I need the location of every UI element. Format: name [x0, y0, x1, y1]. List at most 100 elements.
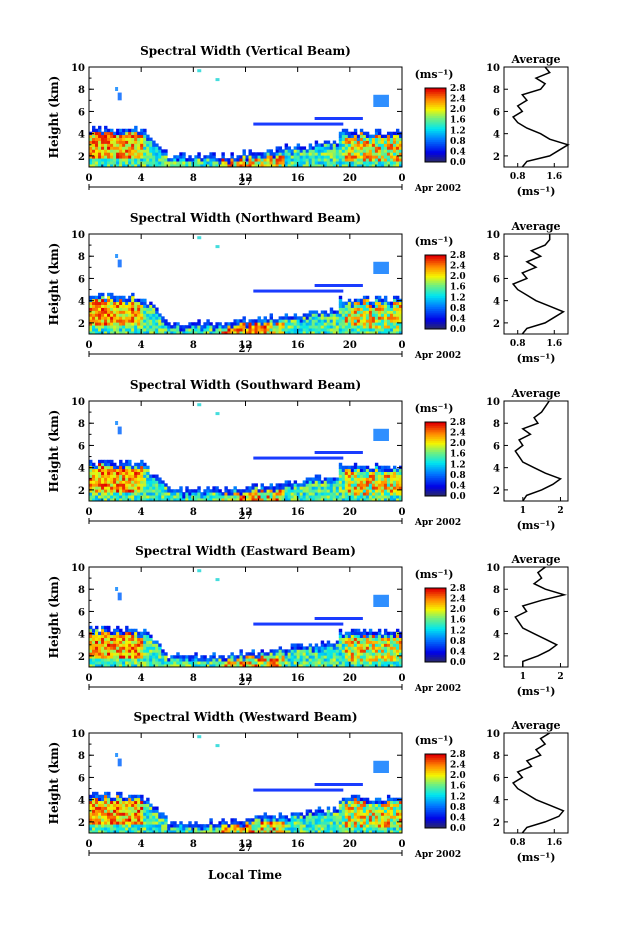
heatmap-cell [125, 807, 128, 810]
heatmap-cell [227, 158, 230, 161]
heatmap-cell [321, 319, 324, 322]
heatmap-cell [387, 302, 390, 305]
heatmap-cell [351, 132, 354, 135]
heatmap-cell [137, 138, 140, 141]
heatmap-cell [348, 475, 351, 478]
heatmap-cell [98, 328, 101, 331]
heatmap-cell [128, 316, 131, 319]
heatmap-cell [324, 141, 327, 144]
heatmap-cell [363, 141, 366, 144]
heatmap-cell [327, 658, 330, 661]
heatmap-cell [101, 818, 104, 821]
heatmap-cell [101, 661, 104, 664]
heatmap-cell [351, 495, 354, 498]
heatmap-cell [312, 313, 315, 316]
heatmap-cell [306, 492, 309, 495]
heatmap-cell [375, 299, 378, 302]
heatmap-cell [176, 155, 179, 158]
profile-x-label: (ms⁻¹) [517, 519, 556, 532]
heatmap-cell [233, 821, 236, 824]
heatmap-cell [339, 472, 342, 475]
y-tick-label: 10 [71, 397, 85, 408]
heatmap-cell [89, 152, 92, 155]
heatmap-cell [363, 135, 366, 138]
heatmap-cell [134, 818, 137, 821]
heatmap-cell [354, 807, 357, 810]
heatmap-cell [227, 661, 230, 664]
heatmap-cell [200, 655, 203, 658]
heatmap-cell [393, 302, 396, 305]
date-label: Apr 2002 [414, 351, 461, 361]
heatmap-cell [363, 818, 366, 821]
heatmap-cell [101, 322, 104, 325]
heatmap-cell [92, 143, 95, 146]
heatmap-cell [267, 815, 270, 818]
heatmap-cell [339, 638, 342, 641]
heatmap-cell [375, 661, 378, 664]
heatmap-cell [209, 661, 212, 664]
heatmap-cell [303, 495, 306, 498]
heatmap-cell [98, 638, 101, 641]
heatmap-cell [354, 472, 357, 475]
heatmap-cell [333, 812, 336, 815]
heatmap-cell [309, 316, 312, 319]
heatmap-cell [387, 821, 390, 824]
heatmap-cell [309, 143, 312, 146]
heatmap-cell [233, 322, 236, 325]
heatmap-cell [107, 483, 110, 486]
heatmap-cell [285, 815, 288, 818]
heatmap-cell [285, 161, 288, 164]
heatmap-cell [176, 325, 179, 328]
heatmap-cell [363, 495, 366, 498]
heatmap-cell [98, 643, 101, 646]
heatmap-cell [125, 661, 128, 664]
heatmap-cell [119, 149, 122, 152]
heatmap-cell [315, 313, 318, 316]
heatmap-cell [119, 477, 122, 480]
heatmap-cell [209, 492, 212, 495]
heatmap-cell [101, 626, 104, 629]
heatmap-cell [336, 480, 339, 483]
heatmap-cell [297, 489, 300, 492]
heatmap-cell [357, 477, 360, 480]
heatmap-cell [242, 322, 245, 325]
heatmap-cell [396, 658, 399, 661]
heatmap-cell [342, 138, 345, 141]
colorbar-tick-label: 0.8 [450, 471, 466, 481]
heatmap-cell [297, 643, 300, 646]
heatmap-cell [372, 661, 375, 664]
heatmap-cell [155, 495, 158, 498]
heatmap-cell [336, 646, 339, 649]
heatmap-cell [119, 643, 122, 646]
heatmap-cell [351, 308, 354, 311]
heatmap-cell [366, 824, 369, 827]
heatmap-cell [330, 480, 333, 483]
heatmap-cell [375, 489, 378, 492]
heatmap-cell [261, 483, 264, 486]
heatmap-cell [264, 818, 267, 821]
heatmap-cell [143, 155, 146, 158]
heatmap-cell [357, 801, 360, 804]
heatmap-cell [110, 658, 113, 661]
heatmap-cell [194, 821, 197, 824]
heatmap-cell [128, 135, 131, 138]
heatmap-cell [390, 641, 393, 644]
heatmap-cell [143, 489, 146, 492]
heatmap-cell [137, 132, 140, 135]
heatmap-cell [104, 489, 107, 492]
heatmap-cell [164, 152, 167, 155]
echo-patch [118, 260, 122, 268]
heatmap-cell [137, 638, 140, 641]
heatmap-cell [92, 296, 95, 299]
heatmap-cell [306, 655, 309, 658]
heatmap-cell [146, 655, 149, 658]
heatmap-cell [212, 158, 215, 161]
heatmap-cell [167, 158, 170, 161]
heatmap-cell [360, 129, 363, 132]
heatmap-cell [345, 638, 348, 641]
heatmap-cell [264, 812, 267, 815]
heatmap-cell [164, 827, 167, 830]
heatmap-cell [116, 492, 119, 495]
heatmap-cell [300, 824, 303, 827]
heatmap-cell [119, 489, 122, 492]
